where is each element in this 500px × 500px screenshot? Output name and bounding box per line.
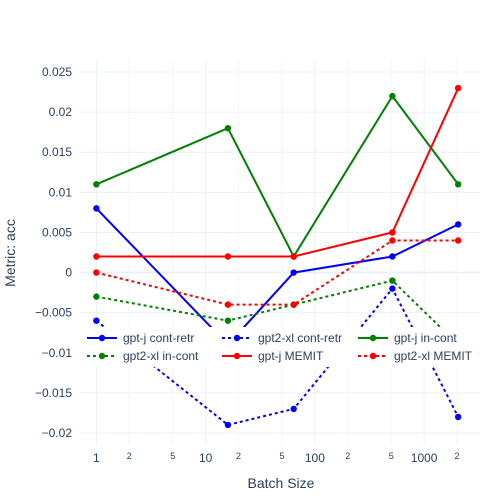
data-point-gpt2-xl-cont-retr (454, 413, 462, 421)
series-line-gpt2-xl-memit (96, 239, 459, 306)
x-minor-tick-label: 5 (170, 451, 175, 461)
data-point-gpt-j-memit (454, 84, 462, 92)
x-minor-tick-label: 2 (236, 451, 241, 461)
data-point-gpt2-xl-cont-retr (93, 317, 100, 324)
legend-marker-gpt-j-in-cont (369, 334, 377, 342)
data-point-gpt-j-in-cont (454, 181, 462, 188)
data-point-gpt-j-cont-retr (290, 269, 297, 276)
data-point-gpt-j-memit (389, 229, 396, 236)
data-point-gpt2-xl-cont-retr (224, 421, 232, 429)
legend-label-gpt-j-cont-retr: gpt-j cont-retr (123, 331, 194, 345)
legend-marker-gpt2-xl-memit (369, 352, 377, 360)
legend-label-gpt2-xl-cont-retr: gpt2-xl cont-retr (258, 331, 342, 345)
series-line-gpt-j-cont-retr (95, 207, 459, 347)
legend-background (84, 327, 478, 367)
data-point-gpt2-xl-memit (224, 301, 232, 308)
y-tick-label: 0 (65, 266, 72, 280)
data-point-gpt-j-in-cont (389, 92, 396, 100)
legend-marker-gpt2-xl-cont-retr (233, 334, 241, 342)
y-tick-label: −0.01 (42, 346, 73, 360)
series-line-gpt-j-memit (96, 87, 460, 258)
legend-label-gpt2-xl-memit: gpt2-xl MEMIT (394, 349, 473, 363)
x-minor-tick-label: 2 (455, 451, 460, 461)
legend-label-gpt2-xl-in-cont: gpt2-xl in-cont (123, 349, 199, 363)
y-tick-label: 0.01 (49, 185, 73, 199)
y-tick-label: 0.015 (42, 145, 72, 159)
legend: gpt-j cont-retr gpt2-xl cont-retr gpt-j in… (84, 327, 478, 367)
y-axis-title: Metric: acc (2, 219, 18, 287)
legend-marker-gpt-j-cont-retr (98, 334, 106, 342)
data-point-gpt2-xl-cont-retr (290, 405, 297, 413)
x-minor-tick-label: 2 (345, 451, 350, 461)
data-point-gpt2-xl-in-cont (224, 317, 232, 324)
data-point-gpt2-xl-memit (454, 237, 462, 244)
data-point-gpt-j-memit (290, 253, 297, 260)
y-tick-label: −0.02 (42, 426, 73, 440)
y-tick-label: −0.005 (35, 306, 72, 320)
grid-lines (80, 60, 480, 445)
x-tick-label: 1 (93, 451, 100, 465)
x-minor-tick-label: 2 (127, 451, 132, 461)
data-point-gpt-j-in-cont (93, 181, 100, 188)
y-tick-label: 0.005 (42, 225, 72, 239)
legend-marker-gpt-j-memit (233, 352, 241, 360)
data-point-gpt-j-memit (224, 253, 232, 260)
x-tick-label: 1000 (411, 451, 438, 465)
y-tick-label: 0.02 (49, 105, 73, 119)
data-point-gpt2-xl-memit (389, 237, 396, 244)
data-point-gpt2-xl-cont-retr (389, 285, 396, 292)
data-point-gpt-j-in-cont (224, 124, 232, 132)
x-tick-label: 100 (305, 451, 325, 465)
legend-label-gpt-j-memit: gpt-j MEMIT (258, 349, 324, 363)
data-point-gpt2-xl-memit (93, 269, 100, 276)
data-point-gpt2-xl-memit (290, 301, 297, 308)
y-tick-label: 0.025 (42, 65, 72, 79)
tick-labels: 0.025 0.02 0.015 0.01 0.005 0 −0.005 −0.01 −0.01… (35, 65, 460, 465)
y-tick-label: −0.015 (35, 386, 72, 400)
data-point-gpt-j-cont-retr (389, 253, 396, 260)
data-point-gpt-j-memit (93, 253, 100, 260)
data-point-gpt2-xl-in-cont (389, 277, 396, 284)
data-point-gpt-j-cont-retr (454, 221, 462, 228)
legend-marker-gpt2-xl-in-cont (98, 352, 106, 360)
series-layer (93, 84, 462, 429)
x-axis-title: Batch Size (248, 475, 315, 491)
data-point-gpt2-xl-in-cont (93, 293, 100, 300)
x-minor-tick-label: 5 (389, 451, 394, 461)
x-minor-tick-label: 5 (279, 451, 284, 461)
legend-label-gpt-j-in-cont: gpt-j in-cont (394, 331, 457, 345)
data-point-gpt-j-cont-retr (93, 205, 100, 212)
x-tick-label: 10 (199, 451, 213, 465)
